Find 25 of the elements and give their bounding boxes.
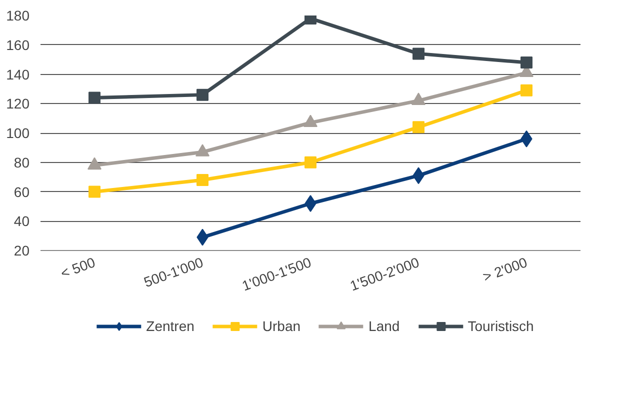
x-tick-label: < 500 xyxy=(58,254,98,282)
point xyxy=(412,48,424,60)
point xyxy=(520,84,532,96)
point xyxy=(196,174,208,186)
y-tick-label: 80 xyxy=(14,154,30,170)
point xyxy=(412,121,424,134)
legend-label: Urban xyxy=(262,318,301,334)
y-tick-label: 160 xyxy=(6,36,30,53)
point xyxy=(304,156,316,168)
y-tick-label: 20 xyxy=(14,242,30,258)
legend-label: Land xyxy=(368,318,400,334)
y-tick-label: 100 xyxy=(6,125,30,141)
point xyxy=(88,92,100,104)
point xyxy=(88,186,100,198)
legend-label: Touristisch xyxy=(468,318,534,334)
y-tick-label: 120 xyxy=(6,96,30,112)
y-tick-label: 180 xyxy=(6,8,30,24)
point xyxy=(520,56,532,68)
x-tick-label: > 2'000 xyxy=(480,254,530,285)
legend-label: Zentren xyxy=(146,318,194,334)
y-tick-label: 140 xyxy=(6,66,30,82)
point xyxy=(304,195,316,212)
point xyxy=(196,88,208,101)
y-tick-label: 40 xyxy=(14,213,30,230)
y-tick-label: 60 xyxy=(14,184,30,200)
